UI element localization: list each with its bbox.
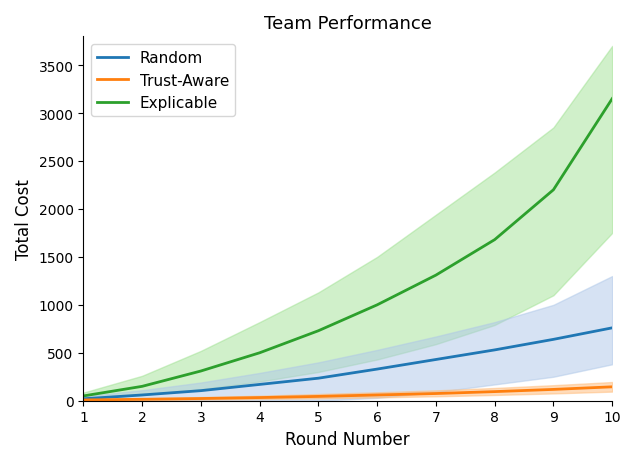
- Random: [80, 396, 87, 402]
- Trust-Aware: [609, 384, 616, 390]
- Random: [609, 325, 616, 331]
- Explicable: [373, 302, 381, 308]
- Legend: Random, Trust-Aware, Explicable: Random, Trust-Aware, Explicable: [91, 45, 235, 117]
- Line: Explicable: Explicable: [83, 100, 612, 396]
- Random: [491, 347, 499, 353]
- Random: [139, 392, 146, 398]
- Explicable: [80, 393, 87, 399]
- Explicable: [491, 238, 499, 243]
- Trust-Aware: [550, 387, 557, 392]
- Random: [550, 337, 557, 343]
- Line: Trust-Aware: Trust-Aware: [83, 387, 612, 400]
- Random: [315, 375, 322, 381]
- Trust-Aware: [315, 394, 322, 399]
- Title: Team Performance: Team Performance: [264, 15, 432, 33]
- Trust-Aware: [256, 395, 263, 400]
- Random: [197, 388, 205, 394]
- Trust-Aware: [373, 392, 381, 398]
- Explicable: [139, 384, 146, 389]
- Trust-Aware: [197, 396, 205, 401]
- Random: [373, 367, 381, 372]
- Explicable: [609, 97, 616, 102]
- Random: [432, 357, 439, 363]
- Explicable: [197, 369, 205, 374]
- Trust-Aware: [139, 397, 146, 402]
- Explicable: [256, 350, 263, 356]
- Explicable: [550, 188, 557, 193]
- Trust-Aware: [432, 391, 439, 396]
- Explicable: [432, 273, 439, 278]
- Trust-Aware: [80, 397, 87, 403]
- Line: Random: Random: [83, 328, 612, 399]
- Y-axis label: Total Cost: Total Cost: [15, 179, 33, 259]
- Explicable: [315, 328, 322, 334]
- Random: [256, 382, 263, 388]
- Trust-Aware: [491, 389, 499, 394]
- X-axis label: Round Number: Round Number: [286, 430, 410, 448]
